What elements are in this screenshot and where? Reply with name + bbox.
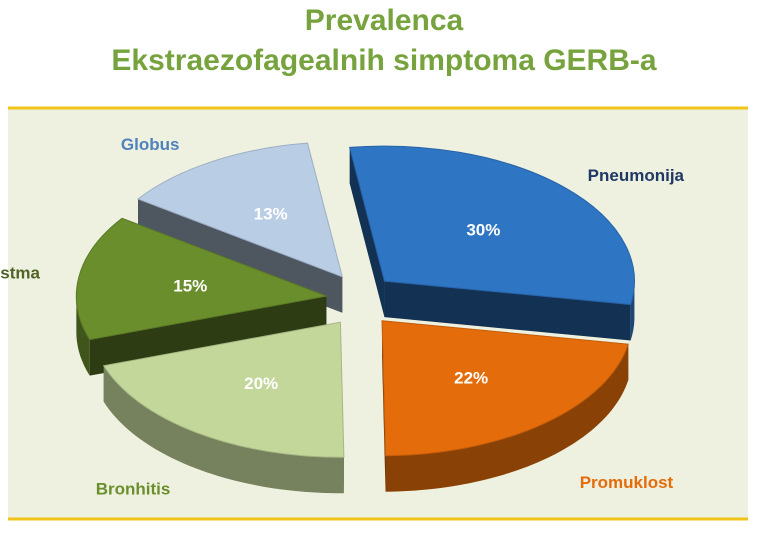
category-label-pneumonija: Pneumonija [588, 166, 685, 185]
value-label-pneumonija: 30% [466, 221, 500, 240]
category-label-globus: Globus [121, 135, 180, 154]
pie-slice-top [349, 145, 635, 306]
pie-slice-side [76, 295, 90, 376]
pie-slice-top [136, 142, 344, 278]
value-label-astma: 15% [173, 277, 207, 296]
pie-slice-wall [384, 281, 631, 341]
pie-slice-side [385, 344, 629, 492]
pie-slice-top [75, 217, 329, 341]
pie-slice-side [103, 365, 344, 494]
pie-slice-bronhitis [102, 321, 345, 494]
pie-slice-promuklost [381, 320, 629, 492]
category-label-bronhitis: Bronhitis [96, 479, 171, 498]
pie-slice-wall [89, 296, 327, 376]
category-label-astma: Astma [0, 264, 41, 283]
category-label-promuklost: Promuklost [580, 473, 674, 492]
pie-slice-astma [75, 217, 329, 376]
pie-slice-top [381, 320, 629, 457]
value-label-bronhitis: 20% [244, 374, 278, 393]
value-label-globus: 13% [254, 204, 288, 223]
pie-slice-side [630, 283, 635, 341]
pie-layer: 30% 22% 20% 15% 13% Pneumonija Promuklost Bronh… [0, 135, 685, 498]
pie-slice-top [102, 321, 345, 458]
chart-title-line-1: Prevalenca [304, 4, 464, 37]
chart-title-line-2: Ekstraezofagealnih simptoma GERB-a [111, 44, 657, 77]
pie-slice-pneumonija [349, 145, 635, 341]
pie-slice-wall [349, 147, 385, 318]
value-label-promuklost: 22% [454, 368, 488, 387]
